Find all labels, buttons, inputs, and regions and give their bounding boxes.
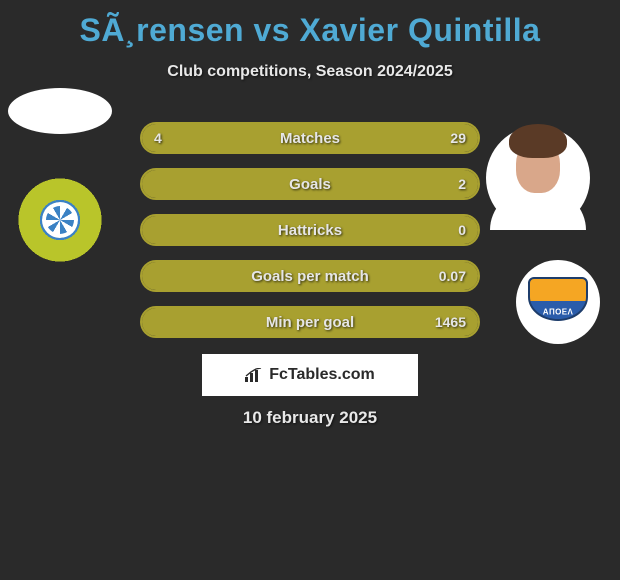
avatar-shoulders [490, 190, 586, 230]
stat-row: Hattricks 0 [140, 214, 480, 246]
stat-value-right: 0.07 [439, 262, 466, 290]
player-left-club-badge [18, 178, 102, 262]
stat-row: 4 Matches 29 [140, 122, 480, 154]
subtitle: Club competitions, Season 2024/2025 [0, 63, 620, 81]
avatar-hair [509, 124, 567, 158]
watermark: FcTables.com [202, 354, 418, 396]
player-right-club-badge: ΑΠΟΕΛ [516, 260, 600, 344]
stat-row: Goals per match 0.07 [140, 260, 480, 292]
stat-label: Min per goal [142, 308, 478, 336]
stat-value-right: 0 [458, 216, 466, 244]
stat-value-right: 1465 [435, 308, 466, 336]
date: 10 february 2025 [0, 408, 620, 428]
stat-row: Goals 2 [140, 168, 480, 200]
stat-value-right: 29 [450, 124, 466, 152]
page-title: SÃ¸rensen vs Xavier Quintilla [0, 0, 620, 49]
stat-label: Matches [142, 124, 478, 152]
player-right-avatar [486, 126, 590, 230]
stat-label: Goals [142, 170, 478, 198]
player-left-avatar [8, 88, 112, 134]
stats-bars: 4 Matches 29 Goals 2 Hattricks 0 Goals p… [140, 122, 480, 352]
watermark-text: FcTables.com [269, 366, 375, 384]
bar-chart-icon [245, 368, 263, 382]
stat-value-right: 2 [458, 170, 466, 198]
stat-row: Min per goal 1465 [140, 306, 480, 338]
stat-label: Goals per match [142, 262, 478, 290]
club-badge-text: ΑΠΟΕΛ [543, 308, 573, 317]
stat-label: Hattricks [142, 216, 478, 244]
